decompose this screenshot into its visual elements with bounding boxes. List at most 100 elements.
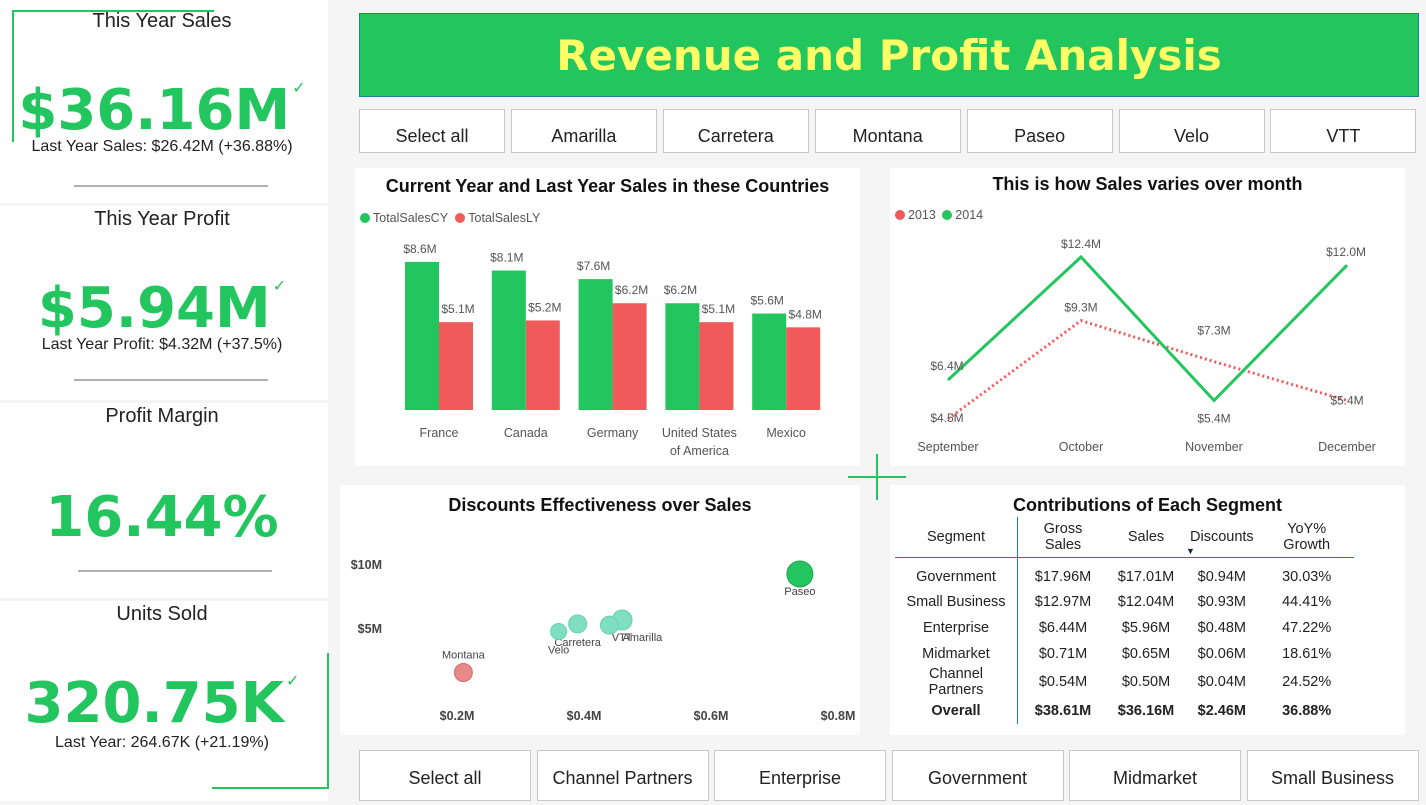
scatter-point-label: Carretera — [554, 637, 601, 649]
x-tick-label: Canada — [504, 426, 548, 440]
col-header-gross-sales[interactable]: Gross Sales — [1017, 517, 1108, 558]
table-cell: $0.50M — [1121, 674, 1171, 691]
table-cell: $2.46M — [1197, 703, 1247, 720]
product-slicer-montana[interactable]: Montana — [814, 109, 961, 153]
segment-slicer-midmarket[interactable]: Midmarket — [1069, 750, 1241, 801]
y-tick-label: $5M — [358, 622, 382, 636]
move-cursor-v — [876, 454, 878, 500]
segment-slicer-channel-partners[interactable]: Channel Partners — [536, 750, 709, 801]
slicer-label: Montana — [852, 126, 923, 146]
slicer-label: Midmarket — [1112, 768, 1197, 788]
product-slicer-amarilla[interactable]: Amarilla — [510, 109, 657, 153]
product-slicer-carretera[interactable]: Carretera — [662, 109, 809, 153]
kpi-sales-title: This Year Sales — [92, 10, 232, 32]
slicer-label: Government — [927, 768, 1028, 788]
segment-slicer-select-all[interactable]: Select all — [359, 750, 531, 801]
check-icon: ✓ — [286, 671, 300, 690]
bar-data-label: $6.2M — [615, 283, 648, 297]
legend-label-2014: 2014 — [955, 208, 984, 222]
table-cell: Overall — [895, 698, 1018, 724]
product-slicer-select-all[interactable]: Select all — [359, 109, 505, 153]
bar-totalsalesly-mexico — [786, 327, 821, 410]
scatter-title: Discounts Effectiveness over Sales — [448, 495, 752, 515]
table-cell: $17.01M — [1117, 568, 1175, 585]
title-banner: Revenue and Profit Analysis — [359, 13, 1419, 97]
table-row: Government $17.96M $17.01M $0.94M 30.03% — [895, 557, 1354, 590]
kpi-sales-subtitle: Last Year Sales: $26.42M (+36.88%) — [31, 138, 293, 155]
slicer-label: Carretera — [697, 126, 774, 146]
table-cell: Government — [895, 557, 1018, 590]
legend-label-cy: TotalSalesCY — [373, 211, 448, 225]
kpi-divider — [78, 570, 272, 572]
line-series-2014 — [946, 254, 1349, 403]
col-header-segment[interactable]: Segment — [895, 517, 1018, 558]
line-chart-title: This is how Sales varies over month — [992, 174, 1303, 194]
bar-data-label: $8.1M — [490, 251, 523, 265]
col-header-sales[interactable]: Sales — [1108, 517, 1184, 558]
bar-totalsalesly-united-states-of-america — [699, 322, 734, 410]
bar-data-label: $5.1M — [702, 302, 735, 316]
check-icon: ✓ — [292, 78, 306, 97]
table-cell: $12.97M — [1034, 594, 1092, 611]
col-header-yoy[interactable]: YoY% Growth — [1259, 517, 1354, 558]
slicer-label: Channel Partners — [552, 768, 693, 788]
focus-bracket — [12, 10, 214, 142]
bar-totalsalescy-germany — [578, 279, 613, 410]
table-cell: 24.52% — [1282, 674, 1332, 691]
scatter-point-montana — [453, 663, 473, 683]
segment-panel: Contributions of Each Segment Segment Gr… — [890, 485, 1405, 735]
x-tick-label: October — [1059, 440, 1103, 454]
scatter-point-carretera — [568, 614, 588, 634]
scatter-point-amarilla — [599, 615, 619, 635]
kpi-units-title: Units Sold — [116, 603, 208, 625]
focus-bracket — [212, 653, 329, 789]
scatter-point-label: Paseo — [784, 586, 815, 598]
x-tick-label: $0.2M — [440, 709, 475, 723]
product-slicer-vtt[interactable]: VTT — [1270, 109, 1417, 153]
bar-totalsalescy-france — [405, 261, 439, 410]
table-cell: $0.71M — [1038, 645, 1088, 662]
line-data-label: $6.4M — [930, 359, 963, 373]
kpi-card-margin: Profit Margin 16.44% — [0, 403, 328, 598]
slicer-label: Paseo — [1014, 126, 1066, 146]
segment-slicer-government[interactable]: Government — [891, 750, 1064, 801]
scatter-point-label: VTT — [612, 632, 633, 644]
line-chart-legend[interactable]: 2013 2014 — [895, 208, 983, 222]
scatter-point-paseo — [786, 560, 814, 588]
product-slicer-velo[interactable]: Velo — [1118, 109, 1265, 153]
slicer-label: Select all — [408, 768, 482, 788]
bar-totalsalescy-united-states-of-america — [665, 303, 700, 410]
kpi-card-sales: This Year Sales $36.16M ✓ Last Year Sales… — [0, 0, 328, 203]
kpi-card-profit: This Year Profit $5.94M ✓ Last Year Profi… — [0, 206, 328, 400]
x-tick-label: December — [1318, 440, 1376, 454]
bar-chart: $8.6M $5.1M France $8.1M $5.2M Canada $7.6M $6.… — [403, 242, 822, 458]
table-title: Contributions of Each Segment — [1012, 495, 1282, 515]
segment-slicer-small-business[interactable]: Small Business — [1246, 750, 1419, 801]
kpi-units-value-text: 320.75K — [24, 671, 285, 736]
table-cell: 36.88% — [1282, 703, 1332, 720]
product-slicer-paseo[interactable]: Paseo — [966, 109, 1113, 153]
x-tick-label: $0.6M — [694, 709, 729, 723]
line-data-label: $12.4M — [1061, 237, 1101, 251]
table-cell: $0.04M — [1197, 674, 1247, 691]
bar-chart-legend[interactable]: TotalSalesCY TotalSalesLY — [360, 211, 540, 225]
bar-totalsalesly-france — [439, 322, 473, 410]
col-header-discounts[interactable]: Discounts ▼ — [1184, 517, 1260, 558]
bar-data-label: $8.6M — [403, 242, 436, 256]
legend-dot-ly — [455, 213, 466, 223]
line-data-label: $12.0M — [1326, 245, 1366, 259]
scatter-chart: $5M $10M $0.2M $0.4M $0.6M $0.8M Paseo VTTAmari… — [351, 558, 856, 723]
line-data-label: $7.3M — [1197, 324, 1230, 338]
kpi-margin-title: Profit Margin — [105, 405, 219, 427]
legend-label-ly: TotalSalesLY — [468, 211, 541, 225]
table-header-row: Segment Gross Sales Sales Discounts ▼ YoY… — [895, 517, 1354, 558]
table-cell: $0.54M — [1038, 674, 1088, 691]
x-tick-label: United States — [662, 426, 737, 440]
check-icon: ✓ — [272, 276, 287, 295]
segment-slicer-enterprise[interactable]: Enterprise — [714, 750, 886, 801]
scatter-point-label: Amarilla — [623, 632, 664, 644]
x-tick-label: $0.8M — [821, 709, 856, 723]
segment-table: Segment Gross Sales Sales Discounts ▼ YoY… — [895, 517, 1354, 724]
bar-chart-title: Current Year and Last Year Sales in thes… — [385, 176, 830, 196]
table-body: Government $17.96M $17.01M $0.94M 30.03% Smal… — [895, 557, 1354, 724]
